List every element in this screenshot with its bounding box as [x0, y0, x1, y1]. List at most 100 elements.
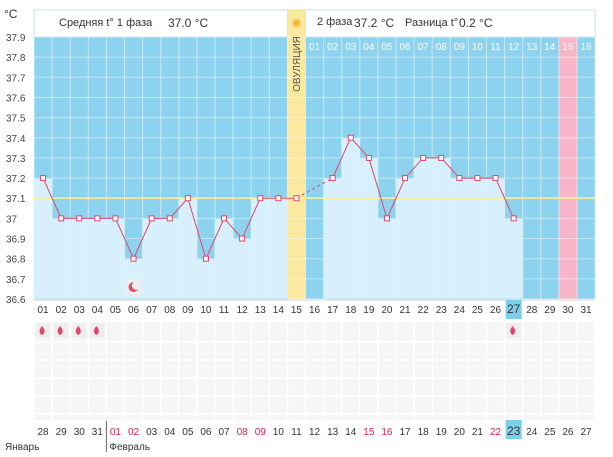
temperature-line — [114, 218, 135, 259]
temperature-column — [214, 218, 234, 300]
temperature-column — [449, 177, 469, 300]
temperature-column — [504, 218, 524, 300]
calendar-date-label: 28 — [37, 427, 49, 438]
temperature-point — [365, 154, 372, 161]
sun-icon — [290, 17, 302, 29]
temperature-point — [257, 195, 264, 202]
cycle-day-label: 17 — [327, 305, 339, 316]
temperature-point — [438, 154, 445, 161]
calendar-date-label: 25 — [544, 427, 556, 438]
calendar-date-label: 01 — [110, 427, 122, 438]
cycle-day-label: 22 — [418, 305, 430, 316]
calendar-date-label: 03 — [146, 427, 158, 438]
temperature-column — [142, 218, 162, 300]
temperature-point — [221, 215, 228, 222]
phase1-label: Средняя t° 1 фаза — [59, 17, 153, 29]
phase2-day-label: 13 — [526, 42, 538, 53]
calendar-date-label: 26 — [562, 427, 574, 438]
cycle-day-label: 30 — [562, 305, 574, 316]
temperature-point — [402, 175, 409, 182]
month-label-february: Февраль — [109, 442, 150, 453]
temperature-point — [456, 175, 463, 182]
temperature-point — [76, 215, 83, 222]
phase2-day-label: 08 — [436, 42, 448, 53]
cycle-day-label: 21 — [399, 305, 411, 316]
temperature-line — [205, 218, 225, 259]
temperature-column — [196, 258, 216, 300]
temperature-column — [178, 197, 198, 300]
temperature-point — [383, 215, 390, 222]
calendar-date-label: 16 — [381, 427, 393, 438]
drop-icon — [93, 326, 99, 335]
calendar-date-label: 19 — [436, 427, 448, 438]
temperature-point — [166, 215, 173, 222]
temperature-point — [510, 215, 517, 222]
phase2-day-label: 04 — [363, 42, 375, 53]
calendar-date-label: 17 — [399, 427, 411, 438]
ovulation-label: ОВУЛЯЦИЯ — [292, 36, 303, 92]
temperature-column — [268, 197, 288, 300]
cycle-day-label: 18 — [345, 305, 357, 316]
calendar-date-label: 15 — [363, 427, 375, 438]
calendar-date-label: 22 — [490, 427, 502, 438]
cycle-day-label: 16 — [309, 305, 321, 316]
temperature-point — [202, 255, 209, 262]
calendar-date-label: 09 — [255, 427, 267, 438]
temperature-point — [112, 215, 119, 222]
temperature-column — [69, 218, 89, 300]
temperature-line — [368, 157, 388, 219]
temperature-point — [420, 154, 427, 161]
temperature-column — [160, 218, 180, 300]
phase2-day-label: 14 — [544, 42, 556, 53]
cycle-day-label: 19 — [363, 305, 375, 316]
temperature-line-gap — [296, 177, 333, 199]
cycle-day-label: 15 — [291, 305, 303, 316]
temperature-column — [323, 177, 343, 300]
calendar-date-label: 10 — [273, 427, 285, 438]
y-tick-label: 37.3 — [6, 154, 26, 165]
cycle-day-label: 04 — [92, 305, 104, 316]
temperature-line — [42, 177, 62, 219]
cycle-day-label: 03 — [74, 305, 86, 316]
header-strip — [33, 9, 596, 38]
phase2-day-label: 02 — [327, 42, 339, 53]
temperature-point — [275, 195, 282, 202]
cycle-day-label: 24 — [454, 305, 466, 316]
y-tick-label: 37.6 — [6, 93, 26, 104]
cycle-day-label: 13 — [255, 305, 267, 316]
today-date-highlight — [505, 420, 522, 439]
temperature-column — [232, 238, 252, 300]
temperature-point — [474, 175, 481, 182]
y-tick-label: 37.4 — [6, 134, 26, 145]
cycle-day-label: 28 — [526, 305, 538, 316]
temperature-point — [58, 215, 65, 222]
temperature-line — [332, 137, 352, 179]
y-tick-label: 37.5 — [6, 114, 26, 125]
calendar-date-label: 20 — [454, 427, 466, 438]
cycle-day-label: 06 — [128, 305, 140, 316]
temperature-column — [377, 218, 397, 300]
temperature-line — [404, 157, 424, 179]
temperature-line — [241, 198, 261, 239]
temperature-column — [486, 177, 505, 300]
temperature-column — [468, 177, 487, 300]
temperature-column — [413, 157, 433, 300]
temperature-point — [239, 235, 246, 242]
y-tick-label: 36.6 — [6, 295, 26, 306]
y-tick-label: 37.8 — [6, 53, 26, 64]
calendar-date-label: 27 — [580, 427, 592, 438]
cycle-day-label: 26 — [490, 305, 502, 316]
y-tick-label: 37.2 — [6, 174, 26, 185]
temperature-line — [169, 197, 189, 219]
drop-icon — [39, 326, 45, 335]
calendar-date-label: 24 — [526, 427, 538, 438]
temperature-point — [293, 195, 300, 202]
cycle-day-label: 01 — [37, 305, 49, 316]
drop-icon — [75, 326, 81, 335]
calendar-date-label: 02 — [128, 427, 140, 438]
calendar-date-label: 05 — [182, 427, 194, 438]
calendar-date-label: 23 — [507, 424, 521, 438]
cycle-day-label: 09 — [182, 305, 194, 316]
calendar-date-label: 13 — [327, 427, 339, 438]
phase2-day-label: 07 — [418, 42, 430, 53]
